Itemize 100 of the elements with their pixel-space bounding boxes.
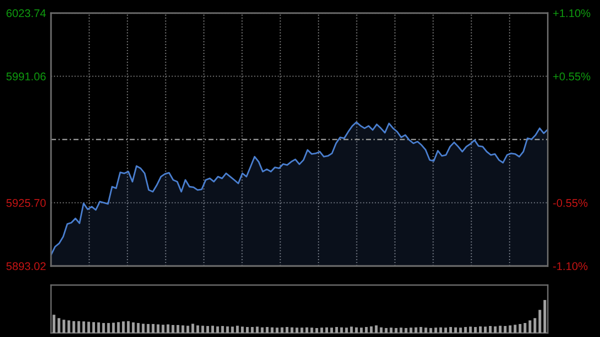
bar [345,328,348,333]
bar [325,327,328,333]
bar [152,324,154,333]
bar [280,327,284,333]
bar [394,328,398,333]
bar [276,328,278,333]
bar [488,326,492,333]
bar [132,322,135,333]
bar [172,325,174,333]
bar [414,327,418,333]
bar [136,323,140,333]
bar [211,326,214,333]
bar [424,328,428,333]
bar [350,326,353,333]
bar [67,320,70,333]
bar [479,326,482,333]
bar [474,327,477,333]
bar [182,325,184,333]
y-tick-label: 5991.06 [6,72,46,80]
bar [250,327,254,333]
bar [146,324,150,333]
bar [270,327,274,333]
bar [390,328,392,333]
bar [126,321,130,333]
bar [514,324,516,333]
y2-tick-label: +0.55% [553,72,590,80]
bar [196,325,200,333]
bar [191,324,194,333]
y-tick-label: 6023.74 [6,9,46,18]
bar [162,324,164,333]
bar [538,310,542,333]
bar [231,326,234,333]
bar [494,326,497,333]
bar [380,327,383,333]
bar [449,327,452,333]
bar [256,326,259,333]
bar [260,327,264,333]
bar [221,326,224,333]
bar [82,321,86,333]
bar [504,326,507,333]
bar [524,323,526,333]
bar [410,328,412,333]
bar [360,328,363,333]
bar [335,327,338,333]
bar [508,325,512,333]
bar [77,321,80,333]
bar [400,328,402,333]
bar [58,318,60,333]
bar [305,327,308,333]
y2-tick-label: -0.55% [553,199,588,207]
y-tick-label: 5925.70 [6,199,46,207]
bar [142,324,145,333]
bar [246,327,249,333]
bar [330,328,333,333]
bar [97,322,100,333]
bar [176,325,180,333]
bar [117,322,120,333]
bar [434,328,438,333]
bar [201,326,204,333]
bar [216,326,219,333]
bar [286,327,288,333]
bar [534,318,536,333]
bar [315,328,318,333]
bar [420,327,422,333]
y2-tick-label: -1.10% [553,262,588,270]
bar [370,326,373,333]
bar [464,327,467,333]
bar [374,325,378,333]
bar [87,322,90,333]
bar [241,326,244,333]
bar [384,328,388,333]
bar [444,328,448,333]
bar [404,328,408,333]
bar [439,327,442,333]
bar [459,328,462,333]
bar [310,328,314,333]
bar [112,322,115,333]
bar [484,326,487,333]
bar [107,323,110,333]
bar [469,326,472,333]
bar [429,328,432,333]
bar [290,327,294,333]
bar [528,320,532,333]
bar [498,326,502,333]
bar [102,323,105,333]
bar [226,326,229,333]
bar [236,326,239,333]
bar [364,327,368,333]
bar [355,327,358,333]
bar [454,327,457,333]
bar [320,328,324,333]
bar [156,324,160,333]
bar [266,327,269,333]
bar [543,300,546,333]
y2-tick-label: +1.10% [553,9,590,18]
bar [72,321,76,333]
bar [518,324,522,333]
bar [122,321,125,333]
bar [186,326,190,333]
bar [296,328,298,333]
